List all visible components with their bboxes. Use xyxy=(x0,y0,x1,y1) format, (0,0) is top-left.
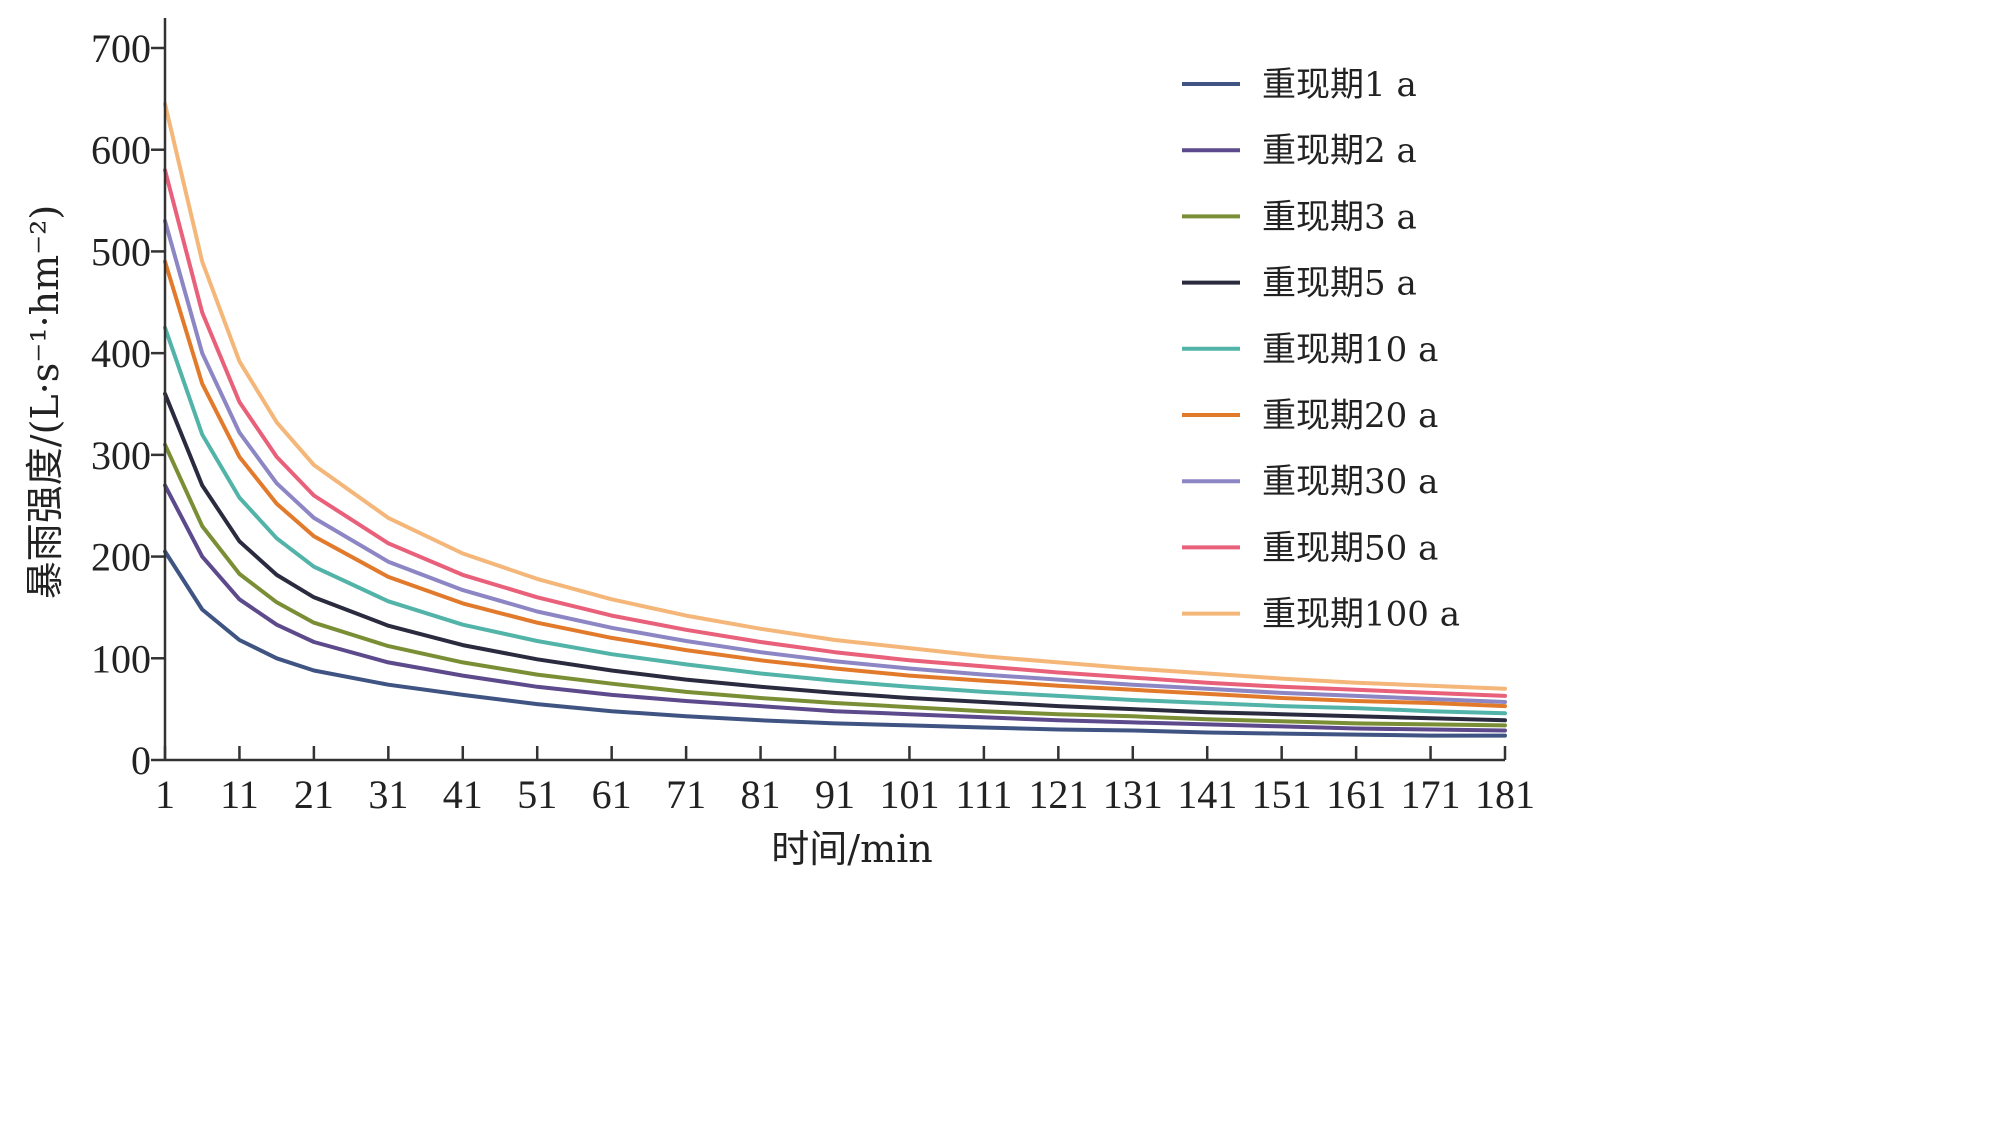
x-tick-label: 1 xyxy=(155,772,175,817)
legend-item: 重现期20 a xyxy=(1182,396,1438,436)
x-tick-label: 91 xyxy=(815,772,855,817)
x-tick-label: 181 xyxy=(1475,772,1535,817)
legend-item: 重现期50 a xyxy=(1182,528,1438,568)
series-line-2 xyxy=(163,442,1507,728)
x-tick-label: 111 xyxy=(955,772,1012,817)
legend-item: 重现期3 a xyxy=(1182,197,1417,237)
legend-item: 重现期10 a xyxy=(1182,330,1438,370)
y-tick-label: 500 xyxy=(91,229,151,274)
x-tick-label: 151 xyxy=(1252,772,1312,817)
y-axis-title: 暴雨强度/(L·s⁻¹·hm⁻²) xyxy=(23,205,67,599)
axes xyxy=(163,18,1505,762)
x-tick-label: 161 xyxy=(1326,772,1386,817)
legend-label: 重现期30 a xyxy=(1262,462,1438,502)
x-axis-title: 时间/min xyxy=(771,827,932,871)
x-tick-label: 21 xyxy=(294,772,334,817)
series-line-3 xyxy=(163,391,1507,723)
series-line-1 xyxy=(163,483,1507,733)
y-axis-ticks: 0 100 200 300 400 500 600 700 xyxy=(91,26,165,783)
legend-label: 重现期10 a xyxy=(1262,330,1438,370)
x-tick-label: 131 xyxy=(1103,772,1163,817)
legend-label: 重现期100 a xyxy=(1262,595,1460,635)
y-tick-label: 200 xyxy=(91,535,151,580)
legend-label: 重现期50 a xyxy=(1262,528,1438,568)
x-tick-label: 141 xyxy=(1177,772,1237,817)
legend-item: 重现期5 a xyxy=(1182,264,1417,304)
y-tick-label: 600 xyxy=(91,128,151,173)
legend-item: 重现期1 a xyxy=(1182,65,1417,105)
legend-label: 重现期2 a xyxy=(1262,131,1417,171)
series-line-0 xyxy=(163,549,1507,738)
rainfall-intensity-chart: 1 11 21 31 41 51 61 71 81 91 101 111 121 131 141 151 161… xyxy=(23,18,1535,871)
series-line-6 xyxy=(163,218,1507,704)
y-tick-label: 700 xyxy=(91,26,151,71)
legend-label: 重现期3 a xyxy=(1262,197,1417,237)
legend: 重现期1 a 重现期2 a 重现期3 a 重现期5 a 重现期10 a 重现期20 a 重现… xyxy=(1182,65,1460,635)
x-tick-label: 171 xyxy=(1401,772,1461,817)
y-tick-label: 100 xyxy=(91,636,151,681)
x-tick-label: 51 xyxy=(517,772,557,817)
series-line-5 xyxy=(163,259,1507,709)
x-tick-label: 61 xyxy=(592,772,632,817)
legend-label: 重现期20 a xyxy=(1262,396,1438,436)
x-tick-label: 81 xyxy=(741,772,781,817)
y-tick-label: 300 xyxy=(91,433,151,478)
series-line-4 xyxy=(163,325,1507,716)
x-tick-label: 71 xyxy=(666,772,706,817)
legend-item: 重现期30 a xyxy=(1182,462,1438,502)
x-tick-label: 41 xyxy=(443,772,483,817)
x-tick-label: 11 xyxy=(220,772,259,817)
legend-label: 重现期1 a xyxy=(1262,65,1417,105)
y-tick-label: 400 xyxy=(91,331,151,376)
series-line-7 xyxy=(163,168,1507,698)
series-line-8 xyxy=(163,101,1507,691)
legend-label: 重现期5 a xyxy=(1262,264,1417,304)
x-tick-label: 31 xyxy=(368,772,408,817)
y-tick-label: 0 xyxy=(131,738,151,783)
plot-lines xyxy=(163,101,1507,738)
x-axis-ticks: 1 11 21 31 41 51 61 71 81 91 101 111 121 131 141 151 161… xyxy=(155,746,1535,817)
legend-item: 重现期2 a xyxy=(1182,131,1417,171)
legend-item: 重现期100 a xyxy=(1182,595,1460,635)
x-tick-label: 121 xyxy=(1028,772,1088,817)
x-tick-label: 101 xyxy=(879,772,939,817)
